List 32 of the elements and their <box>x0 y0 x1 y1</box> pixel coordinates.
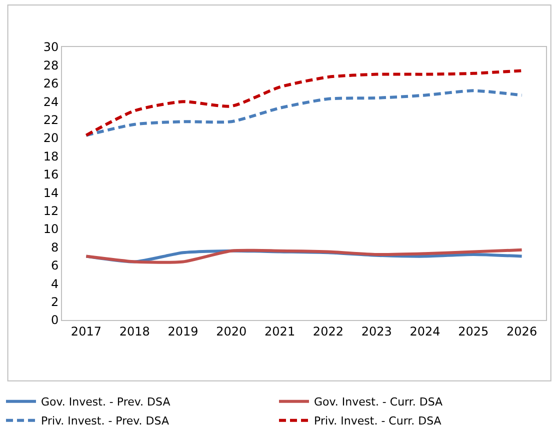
x-tick-label: 2018 <box>119 324 150 338</box>
y-tick-label: 2 <box>50 295 59 309</box>
legend-label: Gov. Invest. - Curr. DSA <box>314 396 444 409</box>
x-tick-label: 2022 <box>312 324 344 338</box>
x-tick-label: 2026 <box>506 324 538 338</box>
legend-label: Priv. Invest. - Curr. DSA <box>314 414 442 428</box>
x-tick-label: 2024 <box>410 324 440 338</box>
y-tick-label: 12 <box>43 204 59 218</box>
x-tick-label: 2020 <box>216 324 247 338</box>
y-tick-label: 22 <box>43 113 59 127</box>
y-tick-label: 28 <box>43 58 59 72</box>
line-series <box>84 89 524 137</box>
line-series <box>84 69 524 137</box>
y-tick-label: 4 <box>50 276 59 291</box>
y-tick-label: 18 <box>43 149 59 164</box>
y-tick-label: 26 <box>43 76 59 91</box>
y-tick-label: 8 <box>50 240 59 254</box>
y-tick-label: 0 <box>50 313 59 328</box>
y-tick-label: 24 <box>43 94 59 109</box>
x-tick-label: 2025 <box>458 324 489 338</box>
legend-label: Gov. Invest. - Prev. DSA <box>41 396 171 409</box>
y-tick-label: 14 <box>43 186 59 200</box>
y-tick-label: 30 <box>43 40 59 54</box>
legend-label: Priv. Invest. - Prev. DSA <box>41 414 170 428</box>
y-tick-label: 6 <box>50 258 59 273</box>
y-tick-label: 20 <box>43 131 59 146</box>
x-tick-label: 2017 <box>70 324 102 338</box>
y-tick-label: 16 <box>43 168 59 182</box>
x-tick-label: 2023 <box>361 324 392 338</box>
x-tick-label: 2019 <box>168 324 198 338</box>
y-tick-label: 10 <box>43 222 59 236</box>
x-tick-label: 2021 <box>264 324 296 338</box>
